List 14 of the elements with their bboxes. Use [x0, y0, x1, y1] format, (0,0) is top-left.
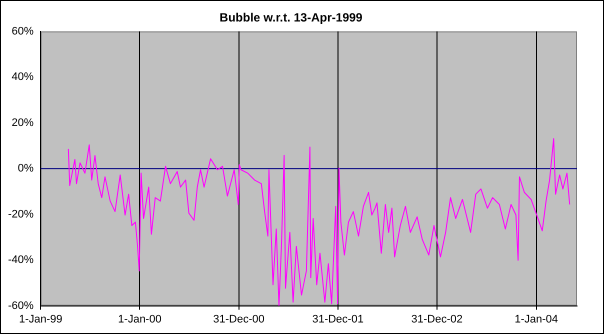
y-tick-label: 40% [12, 71, 34, 84]
x-tick-label: 1-Jan-00 [118, 313, 162, 326]
x-tick-label: 31-Dec-02 [411, 313, 463, 326]
chart-title: Bubble w.r.t. 13-Apr-1999 [220, 10, 363, 25]
y-tick-label: 0% [18, 162, 34, 175]
y-tick-label: -60% [8, 300, 34, 312]
y-tick-label: 20% [12, 116, 34, 129]
y-tick-label: -40% [8, 254, 34, 266]
y-tick-label: 60% [12, 25, 34, 38]
x-tick-label: 31-Dec-01 [312, 313, 364, 326]
x-tick-label: 1-Jan-99 [18, 313, 62, 326]
y-tick-label: -20% [8, 208, 34, 220]
x-tick-label: 1-Jan-04 [514, 313, 558, 326]
x-tick-label: 31-Dec-00 [213, 313, 264, 326]
